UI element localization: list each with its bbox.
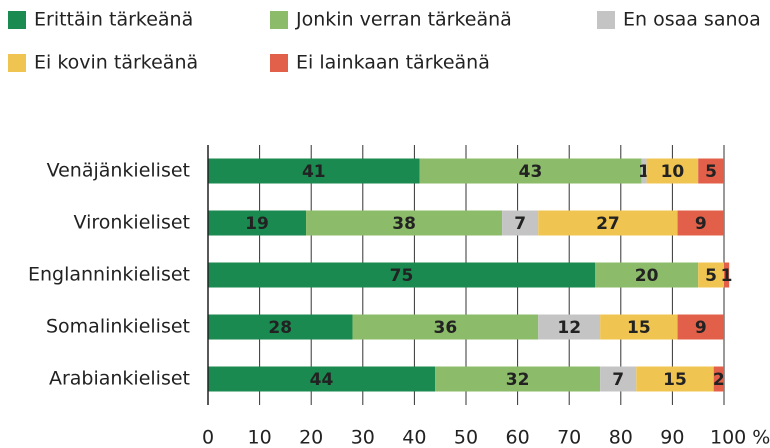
legend-swatch	[597, 11, 615, 29]
value-label: 7	[514, 214, 526, 234]
x-tick-label: 60	[506, 427, 530, 448]
bar-segment	[646, 158, 699, 184]
legend-label: Erittäin tärkeänä	[34, 9, 193, 31]
bar-segment	[208, 158, 420, 184]
bar-segment	[538, 210, 678, 236]
legend-swatch	[8, 54, 26, 72]
bar-segment	[698, 158, 724, 184]
bar-segment	[502, 210, 539, 236]
x-tick-label: 40	[402, 427, 426, 448]
x-tick-label: 80	[609, 427, 633, 448]
value-label: 32	[506, 370, 530, 390]
value-label: 12	[557, 318, 581, 338]
value-label: 15	[627, 318, 651, 338]
bar-segment	[724, 262, 730, 288]
bar-segment	[419, 158, 642, 184]
x-tick-label: 90	[660, 427, 684, 448]
value-label: 75	[390, 266, 414, 286]
bar-segment	[636, 366, 714, 392]
legend-label: Ei lainkaan tärkeänä	[296, 52, 490, 74]
bar-segment	[208, 262, 595, 288]
bar-segment	[698, 262, 724, 288]
bar-segment	[600, 366, 637, 392]
value-label: 38	[392, 214, 416, 234]
y-tick-label: Englanninkieliset	[28, 264, 190, 286]
y-tick-label: Somalinkieliset	[46, 316, 190, 338]
value-label: 1	[638, 162, 650, 182]
value-label: 2	[713, 370, 725, 390]
legend-label: En osaa sanoa	[623, 9, 761, 31]
bar-segment	[677, 210, 724, 236]
bar-segment	[600, 314, 678, 340]
legend-label: Ei kovin tärkeänä	[34, 52, 198, 74]
value-label: 10	[661, 162, 685, 182]
bar-segment	[677, 314, 724, 340]
value-label: 28	[268, 318, 292, 338]
value-label: 5	[705, 162, 717, 182]
legend-swatch	[8, 11, 26, 29]
value-label: 43	[519, 162, 543, 182]
legend-label: Jonkin verran tärkeänä	[295, 9, 512, 31]
bar-segment	[641, 158, 647, 184]
x-tick-label: 70	[557, 427, 581, 448]
bar-segment	[208, 366, 436, 392]
legend-swatch	[270, 11, 288, 29]
value-label: 20	[635, 266, 659, 286]
bar-segment	[595, 262, 699, 288]
bar-segment	[713, 366, 724, 392]
value-label: 9	[695, 214, 707, 234]
value-label: 19	[245, 214, 269, 234]
bar-segment	[208, 210, 307, 236]
bar-segment	[435, 366, 601, 392]
value-label: 15	[663, 370, 687, 390]
x-tick-label: 0	[202, 427, 214, 448]
value-label: 36	[434, 318, 458, 338]
value-label: 5	[705, 266, 717, 286]
bar-segment	[306, 210, 503, 236]
y-tick-label: Venäjänkieliset	[47, 160, 190, 182]
x-tick-label: 10	[248, 427, 272, 448]
x-tick-label: 30	[351, 427, 375, 448]
value-label: 41	[302, 162, 326, 182]
value-label: 9	[695, 318, 707, 338]
value-label: 27	[596, 214, 620, 234]
x-tick-label: 20	[299, 427, 323, 448]
y-tick-label: Arabiankieliset	[49, 368, 190, 390]
y-tick-label: Vironkieliset	[74, 212, 191, 234]
x-tick-label: 100 %	[710, 427, 770, 448]
value-label: 44	[310, 370, 334, 390]
bar-segment	[538, 314, 601, 340]
bar-segment	[208, 314, 353, 340]
value-label: 7	[612, 370, 624, 390]
bar-segment	[352, 314, 539, 340]
x-tick-label: 50	[454, 427, 478, 448]
value-label: 1	[721, 266, 733, 286]
legend-swatch	[270, 54, 288, 72]
